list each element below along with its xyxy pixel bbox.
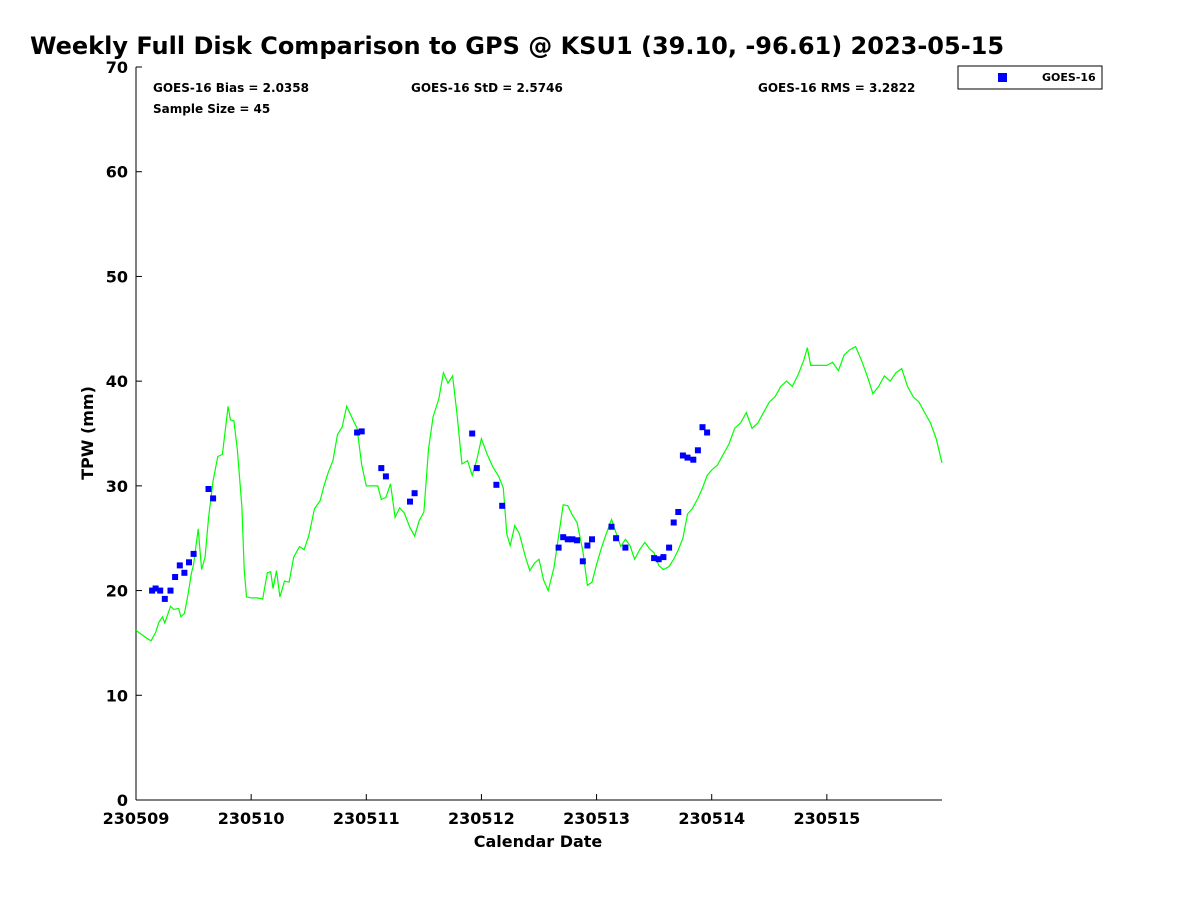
goes16-point	[584, 542, 591, 549]
stat-bias: GOES-16 Bias = 2.0358	[153, 81, 309, 95]
goes16-point	[684, 454, 691, 461]
x-tick-label: 230515	[793, 809, 860, 828]
goes16-point	[589, 536, 595, 543]
y-axis-ticks: 0 10 20 30 40 50 60 70	[106, 58, 142, 810]
stat-sample-size: Sample Size = 45	[153, 102, 270, 116]
x-tick-label: 230509	[103, 809, 170, 828]
y-axis-label: TPW (mm)	[78, 386, 97, 480]
legend-marker-goes16	[998, 73, 1007, 82]
goes16-point	[560, 534, 567, 541]
goes16-point	[190, 550, 197, 557]
goes16-point	[704, 429, 711, 436]
goes16-point	[608, 523, 615, 530]
goes16-point	[407, 498, 413, 505]
y-tick-label: 0	[117, 791, 128, 810]
legend-box	[957, 65, 1103, 90]
goes16-point	[670, 519, 677, 526]
legend: GOES-16	[957, 65, 1103, 90]
y-tick-label: 70	[106, 58, 128, 77]
goes16-point	[579, 558, 586, 565]
goes16-point	[152, 585, 159, 592]
plot-area: 0 10 20 30 40 50 60 70 230509 230510 230511 230512…	[103, 58, 943, 828]
goes16-point	[675, 509, 682, 515]
y-tick-label: 40	[106, 372, 128, 391]
goes16-point	[149, 587, 156, 594]
goes16-point	[694, 447, 701, 454]
x-axis-label: Calendar Date	[474, 832, 603, 851]
stat-std: GOES-16 StD = 2.5746	[411, 81, 563, 95]
goes16-point	[499, 502, 506, 509]
goes16-point	[382, 473, 389, 480]
goes16-point	[411, 490, 418, 497]
goes16-point	[699, 424, 706, 431]
goes16-point	[172, 574, 179, 580]
goes16-point	[493, 481, 500, 488]
chart-title: Weekly Full Disk Comparison to GPS @ KSU…	[30, 32, 1004, 60]
goes16-point	[564, 536, 571, 543]
series-layer	[135, 345, 943, 642]
goes16-point	[176, 562, 183, 569]
goes16-point	[679, 452, 686, 459]
goes16-point	[473, 465, 480, 472]
x-axis-ticks: 230509 230510 230511 230512 230513 230514 2305…	[103, 794, 860, 828]
x-tick-label: 230514	[678, 809, 745, 828]
x-tick-label: 230513	[563, 809, 630, 828]
y-tick-label: 10	[106, 686, 128, 705]
goes16-point	[690, 456, 697, 463]
goes16-point	[660, 554, 667, 561]
y-tick-label: 20	[106, 582, 128, 601]
gps-tpw-line	[135, 345, 943, 642]
x-tick-label: 230511	[333, 809, 400, 828]
goes16-point	[666, 544, 673, 551]
goes16-point	[181, 569, 188, 576]
goes16-point	[622, 544, 629, 551]
goes16-point	[167, 587, 174, 594]
goes16-point	[157, 587, 164, 594]
stat-rms: GOES-16 RMS = 3.2822	[758, 81, 915, 95]
y-tick-label: 30	[106, 477, 128, 496]
goes16-point	[358, 428, 365, 435]
legend-label-goes16: GOES-16	[1042, 71, 1096, 84]
goes16-point	[613, 535, 620, 542]
goes16-point	[354, 429, 361, 436]
goes16-point	[569, 536, 576, 543]
goes16-point	[555, 544, 562, 551]
goes16-point	[651, 555, 658, 562]
goes16-point	[378, 465, 385, 472]
y-tick-label: 50	[106, 267, 128, 286]
x-tick-label: 230510	[218, 809, 285, 828]
y-tick-label: 60	[106, 163, 128, 182]
goes16-point	[186, 559, 192, 566]
goes16-point	[574, 537, 580, 544]
goes16-point	[210, 495, 217, 502]
goes16-point	[205, 486, 212, 492]
goes16-point	[655, 556, 662, 563]
goes16-point	[161, 595, 168, 602]
x-tick-label: 230512	[448, 809, 515, 828]
goes16-point	[469, 430, 476, 437]
